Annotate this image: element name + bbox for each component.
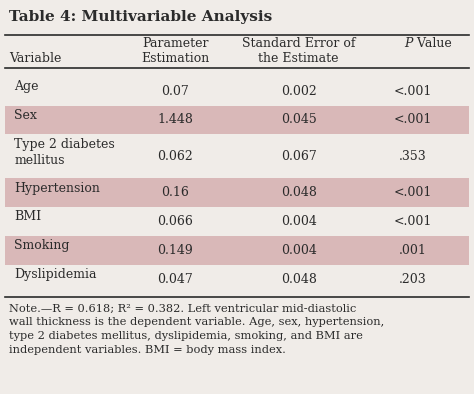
- Text: <.001: <.001: [393, 215, 431, 228]
- Text: the Estimate: the Estimate: [258, 52, 339, 65]
- Text: .001: .001: [399, 244, 426, 257]
- Text: Hypertension: Hypertension: [14, 182, 100, 195]
- Text: <.001: <.001: [393, 85, 431, 98]
- Text: Estimation: Estimation: [141, 52, 210, 65]
- Text: .203: .203: [399, 273, 426, 286]
- Text: Value: Value: [413, 37, 452, 50]
- Text: 0.16: 0.16: [162, 186, 189, 199]
- Text: Age: Age: [14, 80, 39, 93]
- Text: <.001: <.001: [393, 186, 431, 199]
- Text: 0.066: 0.066: [157, 215, 193, 228]
- Bar: [5, 106, 469, 134]
- Bar: [5, 236, 469, 265]
- Text: 0.047: 0.047: [157, 273, 193, 286]
- Text: 0.002: 0.002: [281, 85, 317, 98]
- Text: Standard Error of: Standard Error of: [242, 37, 356, 50]
- Text: 0.048: 0.048: [281, 273, 317, 286]
- Text: 0.004: 0.004: [281, 215, 317, 228]
- Text: Table 4: Multivariable Analysis: Table 4: Multivariable Analysis: [9, 10, 273, 24]
- Text: Variable: Variable: [9, 52, 62, 65]
- Text: Note.—R = 0.618; R² = 0.382. Left ventricular mid-diastolic
wall thickness is th: Note.—R = 0.618; R² = 0.382. Left ventri…: [9, 304, 385, 355]
- Text: 1.448: 1.448: [157, 113, 193, 126]
- Text: Type 2 diabetes
mellitus: Type 2 diabetes mellitus: [14, 138, 115, 167]
- Text: BMI: BMI: [14, 210, 41, 223]
- Text: Dyslipidemia: Dyslipidemia: [14, 268, 97, 281]
- Text: 0.004: 0.004: [281, 244, 317, 257]
- Text: 0.048: 0.048: [281, 186, 317, 199]
- Text: .353: .353: [399, 150, 426, 163]
- Text: <.001: <.001: [393, 113, 431, 126]
- Bar: [5, 178, 469, 207]
- Text: P: P: [404, 37, 412, 50]
- Text: Smoking: Smoking: [14, 239, 70, 252]
- Text: 0.062: 0.062: [157, 150, 193, 163]
- Text: 0.067: 0.067: [281, 150, 317, 163]
- Text: 0.07: 0.07: [162, 85, 189, 98]
- Text: Parameter: Parameter: [142, 37, 209, 50]
- Text: 0.149: 0.149: [157, 244, 193, 257]
- Text: Sex: Sex: [14, 109, 37, 122]
- Text: 0.045: 0.045: [281, 113, 317, 126]
